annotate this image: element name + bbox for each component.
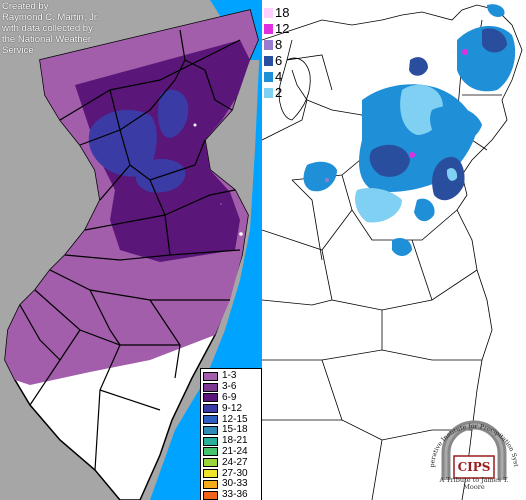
credit-line: the National Weather bbox=[2, 34, 92, 45]
legend-swatch bbox=[203, 371, 218, 381]
credit-line: Raymond C. Martin, Jr. bbox=[2, 12, 100, 23]
legend-label: 24-27 bbox=[222, 456, 248, 468]
legend-swatch bbox=[203, 415, 218, 425]
scale-label: 18 bbox=[275, 5, 290, 20]
legend-label: 30-33 bbox=[222, 478, 248, 490]
legend-item: 30-33 bbox=[203, 479, 259, 490]
scale-legend: 18 12 8 6 4 2 bbox=[262, 4, 290, 104]
legend-label: 1-3 bbox=[222, 370, 237, 382]
legend-item: 21-24 bbox=[203, 445, 259, 458]
nj-map-graphic bbox=[4, 0, 262, 500]
legend-swatch bbox=[203, 479, 218, 489]
legend-swatch bbox=[203, 382, 218, 392]
legend-swatch bbox=[203, 425, 218, 435]
legend-label: 12-15 bbox=[222, 413, 248, 425]
map-credit: Created by Raymond C. Martin, Jr. with d… bbox=[2, 1, 122, 56]
legend-swatch bbox=[203, 404, 218, 414]
snowfall-legend: 1-3 3-6 6-9 9-12 12-15 15-18 18-21 21-24 24-27 27… bbox=[200, 368, 262, 500]
credit-line: Created by bbox=[2, 1, 49, 12]
scale-label: 2 bbox=[275, 85, 283, 100]
legend-swatch bbox=[203, 490, 218, 500]
legend-item: 3-6 bbox=[203, 382, 259, 393]
legend-item: 24-27 bbox=[203, 457, 259, 468]
legend-label: 3-6 bbox=[222, 381, 237, 393]
cips-arch-icon: Cooperative Institute for Precipitation … bbox=[424, 408, 519, 480]
legend-item: 6-9 bbox=[203, 391, 259, 404]
scale-label: 6 bbox=[275, 53, 283, 68]
nj-snowfall-map: Created by Raymond C. Martin, Jr. with d… bbox=[0, 0, 262, 500]
legend-label: 18-21 bbox=[222, 435, 248, 447]
legend-swatch bbox=[203, 436, 218, 446]
legend-label: 27-30 bbox=[222, 467, 248, 479]
legend-swatch bbox=[203, 447, 218, 457]
scale-swatch bbox=[264, 72, 273, 82]
legend-label: 15-18 bbox=[222, 424, 248, 436]
legend-label: 21-24 bbox=[222, 445, 248, 457]
legend-item: 15-18 bbox=[203, 425, 259, 436]
legend-swatch bbox=[203, 393, 218, 403]
legend-item: 33-36 bbox=[203, 490, 259, 500]
cips-logo: Cooperative Institute for Precipitation … bbox=[424, 408, 524, 500]
legend-label: 9-12 bbox=[222, 402, 243, 414]
legend-item: 1-3 bbox=[203, 371, 259, 382]
scale-label: 8 bbox=[275, 37, 283, 52]
scale-swatch bbox=[264, 8, 273, 18]
scale-label: 12 bbox=[275, 21, 290, 36]
legend-item: 27-30 bbox=[203, 468, 259, 479]
legend-item: 18-21 bbox=[203, 436, 259, 447]
scale-swatch bbox=[264, 88, 273, 98]
credit-line: Service bbox=[2, 45, 34, 56]
scale-swatch bbox=[264, 24, 273, 34]
scale-label: 4 bbox=[275, 69, 283, 84]
cips-tribute: A Tribute to James T. Moore bbox=[439, 476, 509, 491]
legend-label: 33-36 bbox=[222, 489, 248, 500]
scale-swatch bbox=[264, 40, 273, 50]
legend-item: 9-12 bbox=[203, 403, 259, 414]
legend-item: 12-15 bbox=[203, 414, 259, 425]
legend-label: 6-9 bbox=[222, 391, 237, 403]
northeast-map-graphic bbox=[262, 4, 526, 500]
credit-line: with data collected by bbox=[2, 23, 93, 34]
cips-name: CIPS bbox=[457, 460, 491, 474]
legend-swatch bbox=[203, 458, 218, 468]
scale-swatch bbox=[264, 56, 273, 66]
legend-swatch bbox=[203, 469, 218, 479]
